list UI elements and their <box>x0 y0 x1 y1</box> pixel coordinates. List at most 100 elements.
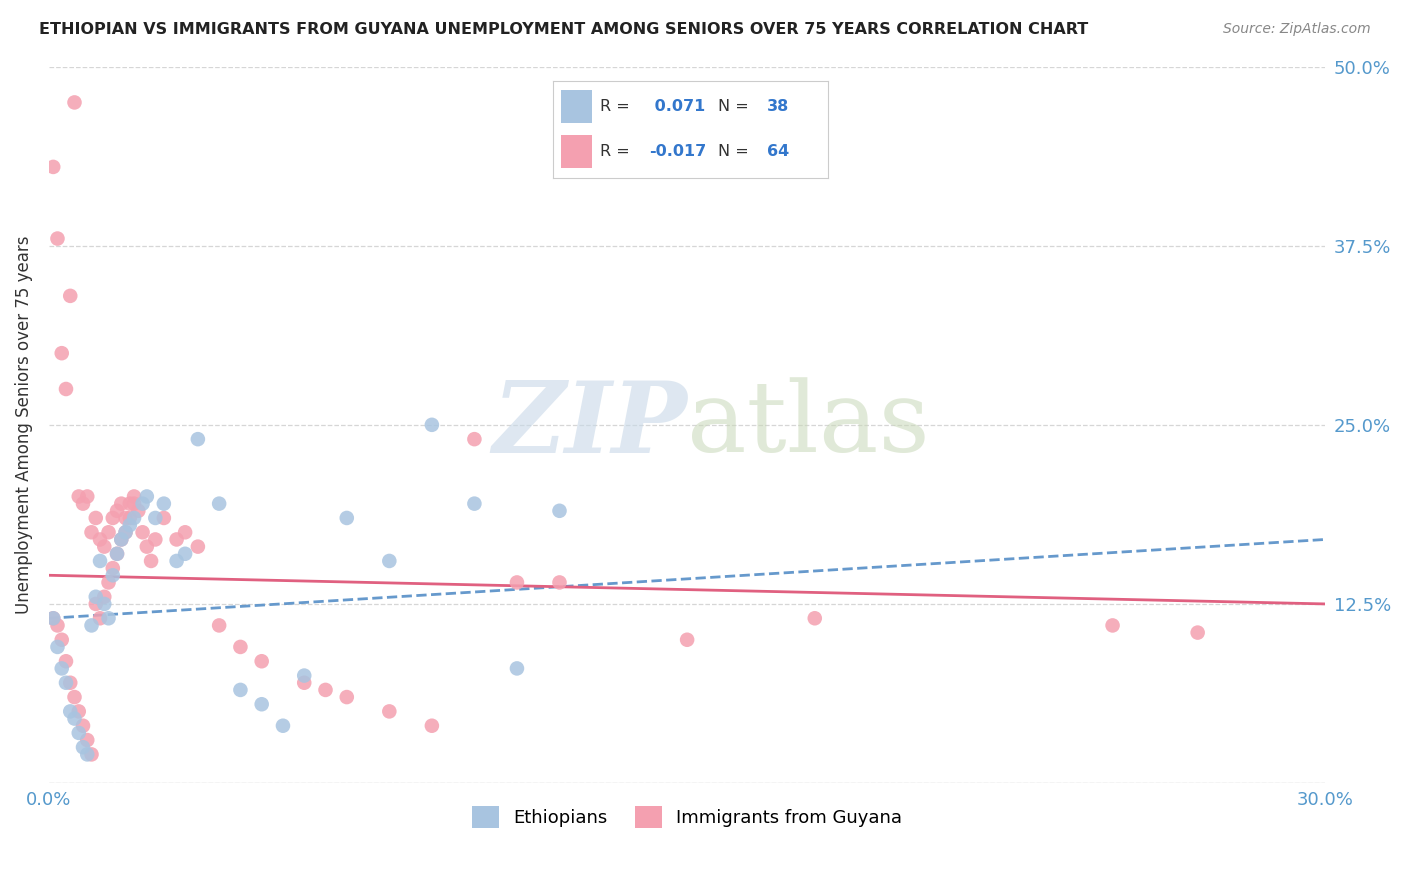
Point <box>336 690 359 704</box>
Point <box>76 490 98 504</box>
Point <box>80 747 103 762</box>
Point <box>89 611 111 625</box>
Point <box>97 525 120 540</box>
Point <box>139 554 162 568</box>
Point <box>72 740 94 755</box>
Point <box>208 497 231 511</box>
Point <box>114 511 136 525</box>
Point <box>105 504 128 518</box>
Point <box>118 511 141 525</box>
Point <box>110 497 132 511</box>
Point <box>187 540 209 554</box>
Point <box>135 490 157 504</box>
Point <box>51 346 73 360</box>
Point <box>122 497 145 511</box>
Point <box>114 525 136 540</box>
Point <box>803 611 825 625</box>
Point <box>292 668 315 682</box>
Point <box>55 382 77 396</box>
Point <box>118 518 141 533</box>
Point <box>131 497 153 511</box>
Point <box>143 533 166 547</box>
Point <box>506 575 529 590</box>
Point <box>153 497 176 511</box>
Point <box>93 590 115 604</box>
Legend: Ethiopians, Immigrants from Guyana: Ethiopians, Immigrants from Guyana <box>465 798 910 835</box>
Point <box>76 733 98 747</box>
Point <box>89 533 111 547</box>
Point <box>292 675 315 690</box>
Point <box>67 490 90 504</box>
Point <box>80 525 103 540</box>
Point <box>80 618 103 632</box>
Point <box>42 160 65 174</box>
Point <box>166 533 188 547</box>
Point <box>63 95 86 110</box>
Point <box>42 611 65 625</box>
Point <box>55 675 77 690</box>
Point <box>378 705 401 719</box>
Point <box>548 575 571 590</box>
Point <box>250 654 273 668</box>
Point <box>72 497 94 511</box>
Point <box>97 575 120 590</box>
Point <box>153 511 176 525</box>
Point <box>1187 625 1209 640</box>
Point <box>110 533 132 547</box>
Point <box>336 511 359 525</box>
Y-axis label: Unemployment Among Seniors over 75 years: Unemployment Among Seniors over 75 years <box>15 235 32 614</box>
Point <box>97 611 120 625</box>
Point <box>67 705 90 719</box>
Point <box>143 511 166 525</box>
Point <box>548 504 571 518</box>
Point <box>114 525 136 540</box>
Text: Source: ZipAtlas.com: Source: ZipAtlas.com <box>1223 22 1371 37</box>
Point <box>55 654 77 668</box>
Point <box>84 597 107 611</box>
Point <box>463 432 485 446</box>
Point <box>127 504 149 518</box>
Point <box>271 719 294 733</box>
Point <box>59 675 82 690</box>
Point <box>84 511 107 525</box>
Point <box>51 632 73 647</box>
Point <box>131 525 153 540</box>
Point <box>93 540 115 554</box>
Point <box>84 590 107 604</box>
Point <box>229 682 252 697</box>
Point <box>46 640 69 654</box>
Point <box>208 618 231 632</box>
Point <box>72 719 94 733</box>
Point <box>89 554 111 568</box>
Point <box>378 554 401 568</box>
Point <box>101 511 124 525</box>
Text: atlas: atlas <box>688 377 929 473</box>
Point <box>463 497 485 511</box>
Point <box>506 661 529 675</box>
Text: ETHIOPIAN VS IMMIGRANTS FROM GUYANA UNEMPLOYMENT AMONG SENIORS OVER 75 YEARS COR: ETHIOPIAN VS IMMIGRANTS FROM GUYANA UNEM… <box>39 22 1088 37</box>
Point <box>105 547 128 561</box>
Point <box>101 568 124 582</box>
Point <box>51 661 73 675</box>
Point <box>76 747 98 762</box>
Point <box>110 533 132 547</box>
Point <box>420 719 443 733</box>
Point <box>676 632 699 647</box>
Point <box>63 712 86 726</box>
Point <box>166 554 188 568</box>
Point <box>93 597 115 611</box>
Text: ZIP: ZIP <box>492 376 688 473</box>
Point <box>122 511 145 525</box>
Point <box>250 698 273 712</box>
Point <box>118 497 141 511</box>
Point <box>101 561 124 575</box>
Point <box>59 289 82 303</box>
Point <box>420 417 443 432</box>
Point <box>122 490 145 504</box>
Point <box>229 640 252 654</box>
Point <box>174 525 197 540</box>
Point <box>174 547 197 561</box>
Point <box>46 618 69 632</box>
Point <box>315 682 337 697</box>
Point <box>187 432 209 446</box>
